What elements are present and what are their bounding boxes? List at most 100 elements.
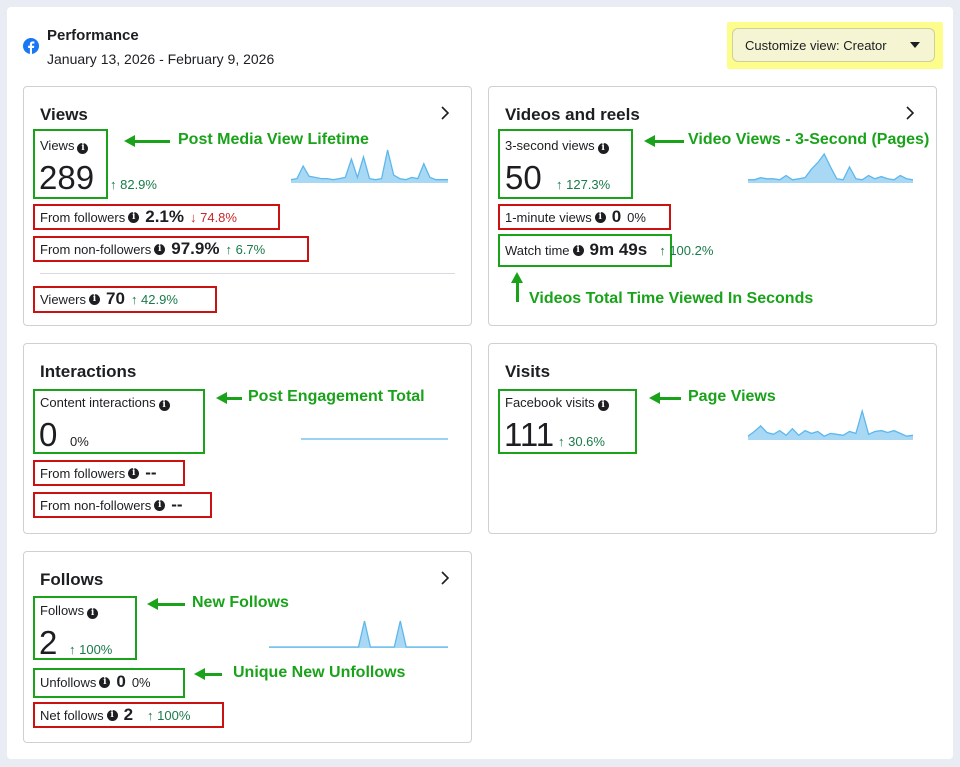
content-interactions-change: 0% [70,434,89,449]
sparkline-line [269,620,448,648]
from-non-followers-highlight-box [33,236,309,262]
follows-card-title: Follows [40,570,104,589]
views-value: 289 [39,159,95,196]
info-icon[interactable]: i [597,143,609,154]
three-sec-highlight-box [498,129,633,199]
unfollows-row: Unfollows i 0 0% [40,672,151,691]
interactions-from-non-followers-highlight-box [33,492,212,518]
info-icon[interactable]: i [154,243,166,255]
customize-view-button[interactable]: Customize view: Creator [732,28,935,62]
visits-annotation: Page Views [688,388,776,405]
chevron-right-icon[interactable] [904,105,916,121]
videos-annotation: Video Views - 3-Second (Pages) [688,131,930,148]
info-icon[interactable]: i [99,676,111,688]
info-icon[interactable]: i [154,499,166,511]
videos-card[interactable]: Videos and reels 3-second views i 50 ↑ 12… [488,86,937,326]
info-icon[interactable]: i [594,211,606,223]
customize-highlight: Customize view: Creator [727,22,943,69]
three-sec-value: 50 [505,159,542,196]
interactions-from-non-followers-row: From non-followers i -- [40,495,183,514]
videos-sparkline [748,152,914,183]
content-interactions-label: Content interactions i [40,395,170,411]
views-from-non-followers-row: From non-followers i 97.9% ↑ 6.7% [40,239,266,258]
follows-annotation-arrow [147,598,185,610]
visits-sparkline [747,408,914,440]
facebook-visits-value: 111 [504,416,555,453]
performance-header: Performance January 13, 2026 - February … [7,7,953,87]
info-icon[interactable]: i [158,400,170,411]
follows-annotation: New Follows [192,594,289,611]
facebook-visits-label: Facebook visits i [505,395,609,411]
date-range[interactable]: January 13, 2026 - February 9, 2026 [47,51,275,67]
info-icon[interactable]: i [597,400,609,411]
views-sparkline [290,149,448,183]
interactions-from-followers-highlight-box [33,460,185,486]
info-icon[interactable]: i [128,467,140,479]
info-icon[interactable]: i [87,608,99,619]
views-card[interactable]: Views Views i 289 ↑ 82.9% From followers i… [23,86,472,326]
sparkline-area [748,411,913,440]
facebook-visits-highlight-box [498,389,637,454]
page-title: Performance [47,27,139,44]
chevron-right-icon[interactable] [439,570,451,586]
chevron-right-icon[interactable] [439,105,451,121]
info-icon[interactable]: i [128,211,140,223]
videos-annotation-arrow [644,135,684,147]
follows-card[interactable]: Follows Follows i 2 ↑ 100% Unfollows i 0 0… [23,551,472,743]
three-sec-change: ↑ 127.3% [556,177,611,192]
viewers-highlight-box [33,286,217,313]
views-highlight-box [33,129,108,199]
watch-time-annotation-arrow [511,272,523,302]
sparkline-line [747,408,914,437]
info-icon[interactable]: i [77,143,89,154]
views-label: Views i [40,138,89,154]
facebook-icon [23,38,39,54]
views-change: ↑ 82.9% [110,177,157,192]
content-interactions-highlight-box [33,389,205,454]
follows-label: Follows i [40,603,99,619]
performance-page: Performance January 13, 2026 - February … [7,7,953,759]
interactions-card-title: Interactions [40,362,137,381]
three-sec-label: 3-second views i [505,138,609,154]
unfollows-annotation: Unique New Unfollows [233,664,406,681]
interactions-from-followers-row: From followers i -- [40,463,157,482]
content-interactions-value: 0 [39,416,58,453]
unfollows-annotation-arrow [194,668,222,680]
follows-highlight-box [33,596,137,660]
follows-sparkline [269,620,448,648]
unfollows-highlight-box [33,668,185,698]
views-divider [40,273,455,274]
info-icon[interactable]: i [89,293,101,305]
follows-change: ↑ 100% [69,642,113,657]
viewers-row: Viewers i 70 ↑ 42.9% [40,289,178,308]
views-card-title: Views [40,105,88,124]
views-annotation-arrow [124,135,170,147]
info-icon[interactable]: i [572,244,584,256]
watch-time-row: Watch time i 9m 49s ↑ 100.2% [505,240,714,259]
one-min-row: 1-minute views i 0 0% [505,207,646,226]
facebook-visits-change: ↑ 30.6% [558,434,605,449]
follows-value: 2 [39,624,58,661]
visits-card[interactable]: Visits Facebook visits i 111 ↑ 30.6% [488,343,937,534]
info-icon[interactable]: i [106,709,118,721]
sparkline-area [269,621,448,648]
interactions-card[interactable]: Interactions Content interactions i 0 0% … [23,343,472,534]
sparkline-area [748,154,913,183]
views-from-followers-row: From followers i 2.1% ↓ 74.8% [40,207,237,226]
interactions-annotation: Post Engagement Total [248,388,425,405]
watch-time-annotation: Videos Total Time Viewed In Seconds [529,290,814,307]
interactions-annotation-arrow [216,392,242,404]
sparkline-line [290,149,448,181]
interactions-sparkline [301,438,448,440]
net-follows-highlight-box [33,702,224,728]
visits-annotation-arrow [649,392,681,404]
net-follows-row: Net follows i 2 ↑ 100% [40,705,191,724]
watch-time-highlight-box [498,234,672,267]
caret-down-icon [910,42,920,48]
sparkline-line [748,152,914,181]
one-min-highlight-box [498,204,671,230]
videos-card-title: Videos and reels [505,105,640,124]
from-followers-highlight-box [33,204,280,230]
visits-card-title: Visits [505,362,551,381]
sparkline-area [291,150,448,183]
